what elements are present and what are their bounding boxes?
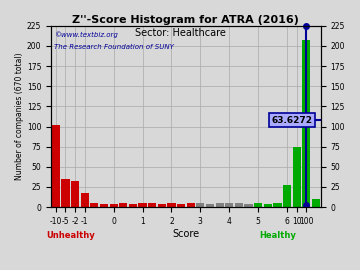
Bar: [167, 203, 176, 207]
X-axis label: Score: Score: [172, 229, 199, 239]
Bar: [100, 204, 108, 207]
Bar: [206, 204, 214, 207]
Bar: [81, 193, 89, 207]
Bar: [196, 203, 204, 207]
Text: Unhealthy: Unhealthy: [46, 231, 95, 240]
Bar: [158, 204, 166, 207]
Bar: [254, 203, 262, 207]
Bar: [177, 204, 185, 207]
Bar: [244, 204, 253, 207]
Bar: [139, 203, 147, 207]
Bar: [109, 204, 118, 207]
Bar: [216, 203, 224, 207]
Text: Healthy: Healthy: [259, 231, 296, 240]
Bar: [148, 203, 156, 207]
Bar: [129, 204, 137, 207]
Text: ©www.textbiz.org: ©www.textbiz.org: [54, 31, 118, 38]
Text: 63.6272: 63.6272: [271, 116, 312, 124]
Y-axis label: Number of companies (670 total): Number of companies (670 total): [15, 53, 24, 180]
Bar: [225, 203, 233, 207]
Bar: [302, 40, 310, 207]
Title: Z''-Score Histogram for ATRA (2016): Z''-Score Histogram for ATRA (2016): [72, 15, 299, 25]
Bar: [71, 181, 79, 207]
Bar: [90, 203, 98, 207]
Bar: [273, 203, 282, 207]
Bar: [61, 179, 69, 207]
Bar: [283, 184, 291, 207]
Bar: [293, 147, 301, 207]
Bar: [186, 203, 195, 207]
Text: The Research Foundation of SUNY: The Research Foundation of SUNY: [54, 44, 174, 50]
Bar: [235, 203, 243, 207]
Bar: [52, 125, 60, 207]
Bar: [312, 199, 320, 207]
Text: Sector: Healthcare: Sector: Healthcare: [135, 28, 225, 38]
Bar: [119, 203, 127, 207]
Bar: [264, 204, 272, 207]
